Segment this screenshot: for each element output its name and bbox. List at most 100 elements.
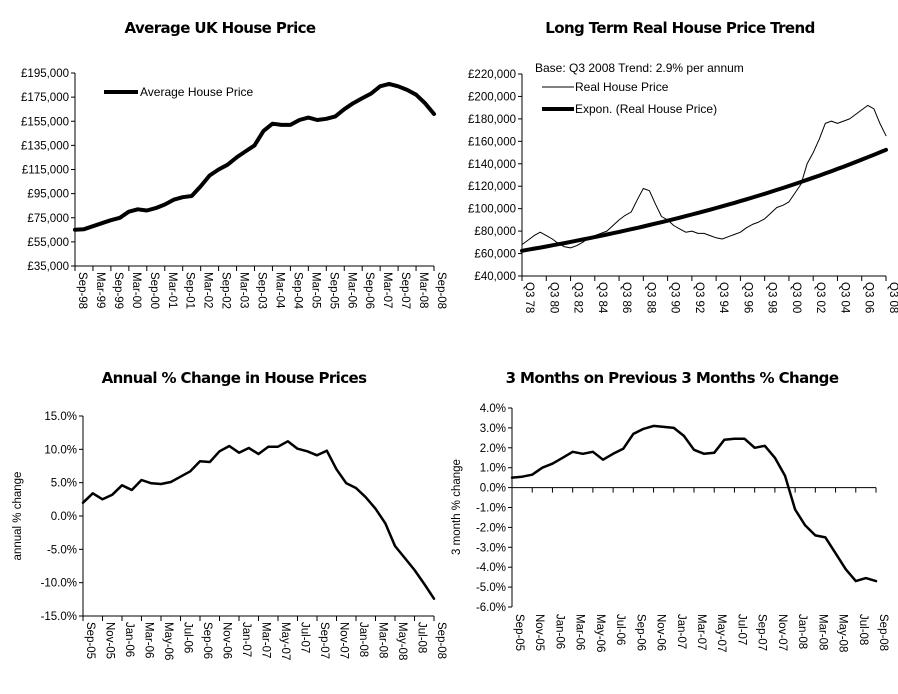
x-tick-label: Q3 86 (620, 282, 632, 313)
chart-title: Annual % Change in House Prices (102, 369, 368, 387)
x-tick-label: Nov-06 (655, 614, 667, 651)
x-tick-label: Sep-99 (112, 272, 124, 309)
legend-label-expon-trend: Expon. (Real House Price) (575, 102, 717, 116)
series-line-average-house-price (73, 81, 436, 232)
y-axis-label: annual % change (12, 472, 24, 561)
legend: Average House Price (104, 85, 254, 99)
chart-three-month-percent-change: 3 Months on Previous 3 Months % Change 3… (451, 369, 889, 652)
x-tick-label: Jul-06 (182, 622, 194, 653)
x-tick-label: Q3 90 (669, 282, 681, 313)
axes: £40,000 £60,000 £80,000 £100,000 £120,000 £14… (468, 69, 898, 314)
x-tick-label: Q3 04 (838, 282, 850, 314)
x-tick-label: Mar-00 (130, 272, 142, 308)
y-tick-label: -2.0% (476, 522, 506, 534)
x-tick-label: Q3 06 (863, 282, 875, 313)
x-tick-label: Jan-08 (357, 622, 369, 657)
y-tick-label: £195,000 (21, 68, 69, 80)
y-tick-label: 4.0% (480, 403, 506, 415)
y-tick-label: £80,000 (474, 226, 516, 238)
x-tick-label: Mar-05 (309, 272, 321, 308)
series (81, 440, 436, 600)
x-tick-label: Jan-07 (240, 622, 252, 657)
x-tick-label: Mar-04 (273, 272, 285, 309)
legend-label-average-house-price: Average House Price (140, 85, 254, 99)
x-tick-label: Mar-08 (377, 622, 389, 658)
x-tick-label: Sep-07 (399, 272, 411, 309)
x-tick-label: Mar-02 (202, 272, 214, 308)
series-line-expon-real-house-price (520, 147, 888, 253)
chart-annual-percent-change: Annual % Change in House Prices annual %… (12, 369, 447, 660)
x-tick-label: Sep-06 (363, 272, 375, 309)
x-tick-label: Q3 82 (572, 282, 584, 313)
y-tick-label: £135,000 (21, 140, 69, 152)
y-tick-label: £35,000 (27, 261, 69, 273)
y-tick-label: £155,000 (21, 116, 69, 128)
y-tick-label: 1.0% (480, 463, 506, 475)
x-tick-label: Mar-07 (260, 622, 272, 658)
y-tick-label: £100,000 (468, 204, 516, 216)
x-tick-label: May-07 (279, 622, 291, 660)
axes: -6.0% -5.0% -4.0% -3.0% -2.0% -1.0% 0.0% 1.0% 2.… (476, 403, 889, 652)
x-tick-label: Mar-08 (417, 272, 429, 308)
x-tick-label: Q3 08 (887, 282, 898, 313)
x-tick-label: Mar-07 (381, 272, 393, 308)
y-tick-label: -10.0% (41, 578, 77, 590)
x-tick-label: Jan-07 (675, 614, 687, 649)
y-tick-label: £55,000 (27, 237, 69, 249)
x-tick-label: Sep-07 (756, 614, 768, 651)
series-line-3-month-change (510, 424, 878, 583)
x-tick-label: Nov-07 (776, 614, 788, 651)
x-tick-label: Sep-98 (76, 272, 88, 309)
x-tick-label: Q3 92 (693, 282, 705, 313)
x-tick-label: Mar-06 (143, 622, 155, 658)
y-tick-label: £140,000 (468, 159, 516, 171)
x-tick-label: Jul-08 (416, 622, 428, 653)
legend: Real House Price Expon. (Real House Pric… (542, 80, 717, 116)
y-tick-label: -5.0% (476, 582, 506, 594)
y-tick-label: -6.0% (476, 602, 506, 614)
y-tick-label: -3.0% (476, 542, 506, 554)
x-tick-label: Mar-08 (816, 614, 828, 650)
series (73, 81, 436, 232)
y-tick-label: £160,000 (468, 136, 516, 148)
x-tick-label: Q3 80 (547, 282, 559, 313)
x-tick-label: Sep-04 (291, 272, 303, 310)
x-tick-label: Q3 96 (741, 282, 753, 313)
x-tick-label: May-07 (715, 614, 727, 652)
y-axis-label: 3 month % change (451, 459, 463, 555)
x-tick-label: Sep-02 (220, 272, 232, 309)
x-tick-label: Sep-01 (184, 272, 196, 309)
y-tick-label: £115,000 (22, 165, 69, 177)
y-tick-label: -15.0% (41, 611, 77, 623)
y-tick-label: -5.0% (47, 544, 77, 556)
x-tick-label: Sep-06 (201, 622, 213, 659)
x-tick-label: Jul-07 (735, 614, 747, 645)
x-tick-label: Q3 00 (790, 282, 802, 313)
x-tick-label: Jul-07 (299, 622, 311, 653)
axes: £35,000 £55,000 £75,000 £95,000 £115,000 £135… (21, 68, 447, 310)
x-tick-label: Nov-06 (221, 622, 233, 659)
x-tick-label: Q3 88 (644, 282, 656, 313)
x-tick-label: May-08 (396, 622, 408, 660)
x-tick-label: Sep-03 (256, 272, 268, 309)
x-tick-label: May-06 (594, 614, 606, 652)
x-tick-label: Sep-08 (435, 622, 447, 659)
x-tick-label: Q3 84 (596, 282, 608, 314)
chart-title: Long Term Real House Price Trend (545, 19, 814, 37)
x-tick-label: Jul-08 (857, 614, 869, 645)
x-tick-label: Jan-06 (123, 622, 135, 657)
x-tick-label: May-06 (162, 622, 174, 660)
x-tick-label: Sep-05 (84, 622, 96, 659)
x-tick-label: Nov-05 (104, 622, 116, 659)
y-tick-label: 3.0% (480, 423, 506, 435)
x-tick-label: Nov-05 (533, 614, 545, 651)
x-tick-label: Sep-05 (327, 272, 339, 309)
y-tick-label: £220,000 (468, 69, 516, 81)
y-tick-label: -4.0% (476, 562, 506, 574)
x-tick-label: Q3 94 (717, 282, 729, 314)
x-tick-label: Sep-08 (435, 272, 447, 309)
chart-long-term-real-house-price-trend: Long Term Real House Price Trend Base: Q… (468, 19, 898, 314)
y-tick-label: £180,000 (468, 114, 516, 126)
x-tick-label: Sep-00 (148, 272, 160, 309)
